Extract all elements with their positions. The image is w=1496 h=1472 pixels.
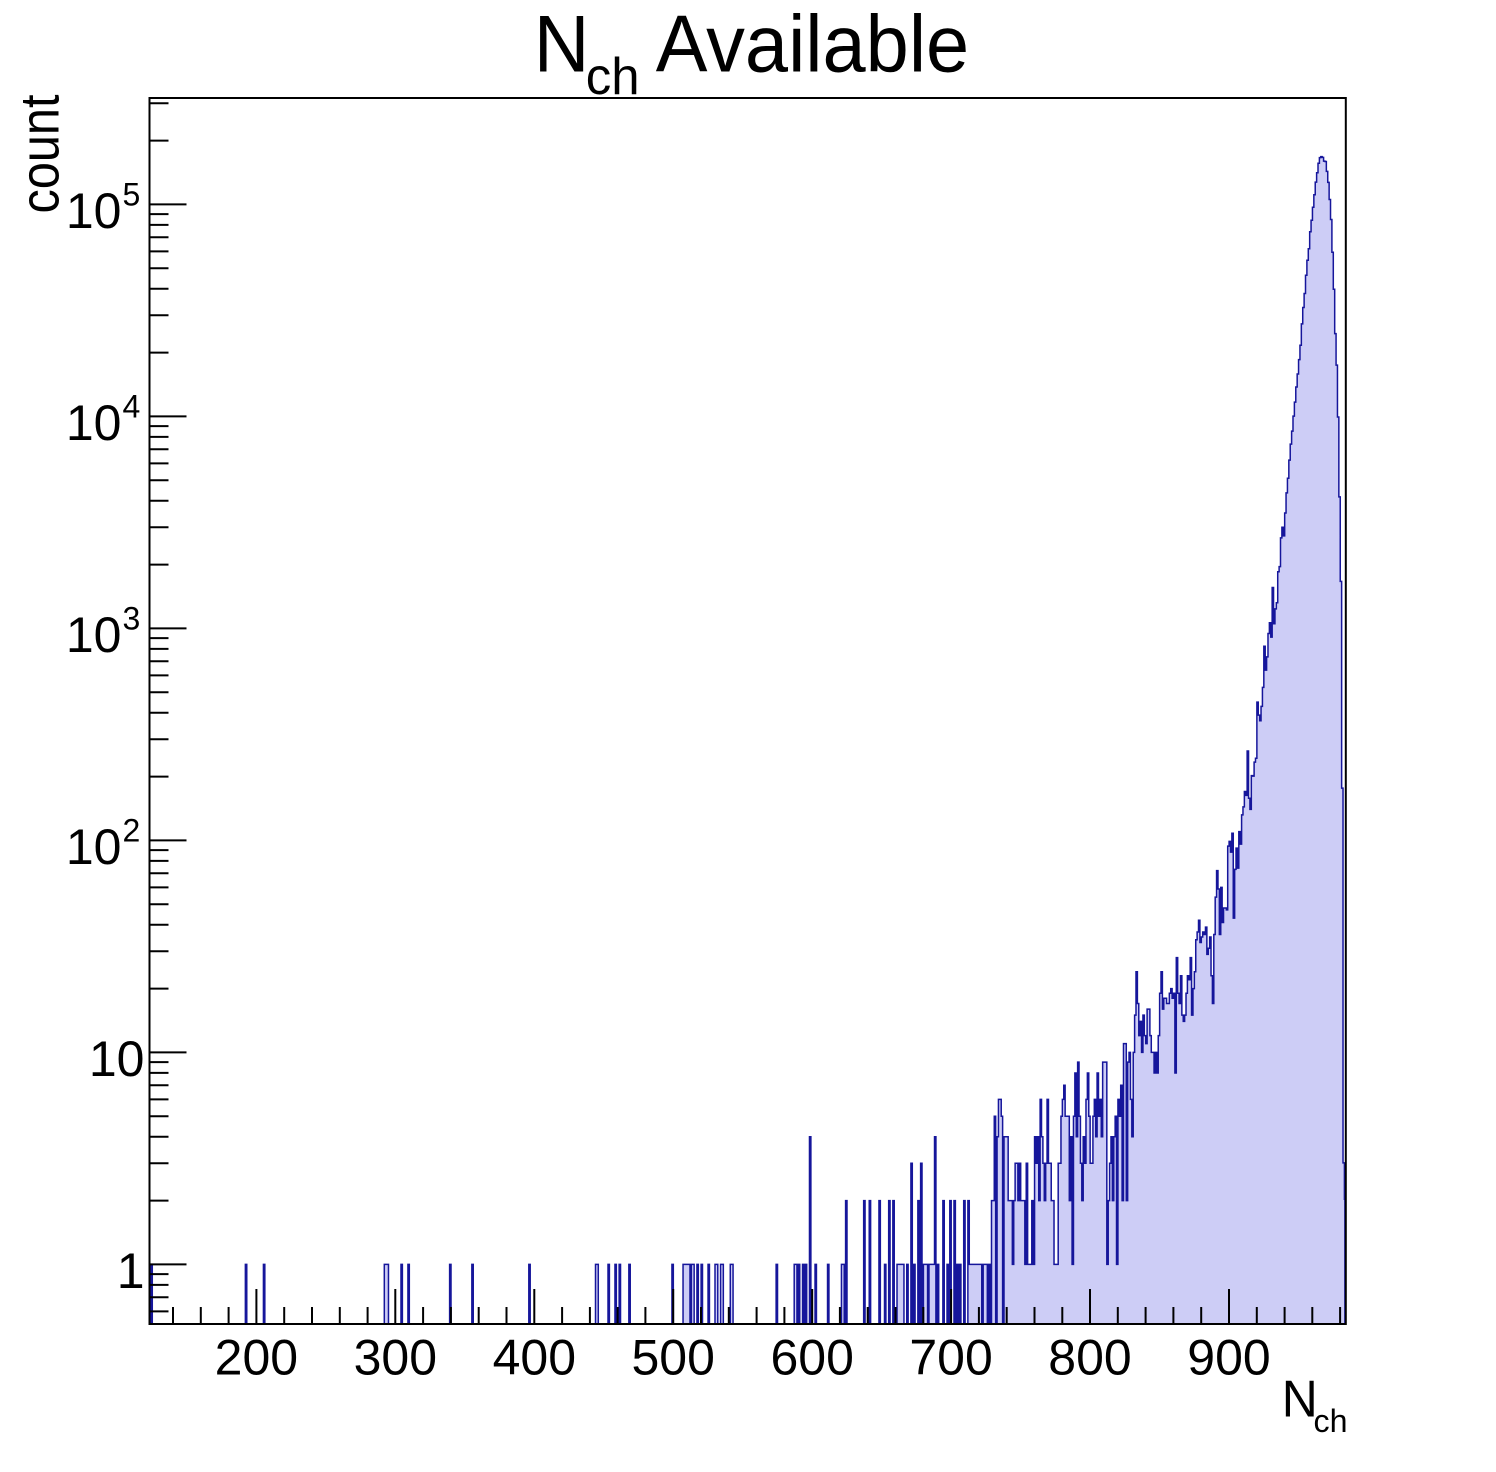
svg-text:5: 5 xyxy=(123,176,141,212)
svg-text:3: 3 xyxy=(123,600,141,636)
svg-text:10: 10 xyxy=(66,395,122,451)
svg-text:4: 4 xyxy=(123,388,141,424)
svg-text:ch: ch xyxy=(1314,1403,1348,1439)
svg-text:Available: Available xyxy=(656,0,969,89)
svg-text:500: 500 xyxy=(631,1330,714,1386)
svg-text:400: 400 xyxy=(493,1330,576,1386)
svg-text:10: 10 xyxy=(66,819,122,875)
svg-text:10: 10 xyxy=(89,1031,145,1087)
svg-text:ch: ch xyxy=(586,48,640,106)
svg-text:800: 800 xyxy=(1048,1330,1131,1386)
svg-text:2: 2 xyxy=(123,812,141,848)
svg-text:200: 200 xyxy=(215,1330,298,1386)
svg-text:count: count xyxy=(9,95,71,214)
svg-text:N: N xyxy=(1282,1371,1318,1429)
svg-text:300: 300 xyxy=(354,1330,437,1386)
svg-text:1: 1 xyxy=(117,1243,145,1299)
svg-text:700: 700 xyxy=(909,1330,992,1386)
svg-text:10: 10 xyxy=(66,183,122,239)
svg-text:N: N xyxy=(534,0,590,89)
svg-text:900: 900 xyxy=(1187,1330,1270,1386)
svg-text:10: 10 xyxy=(66,607,122,663)
svg-text:600: 600 xyxy=(770,1330,853,1386)
